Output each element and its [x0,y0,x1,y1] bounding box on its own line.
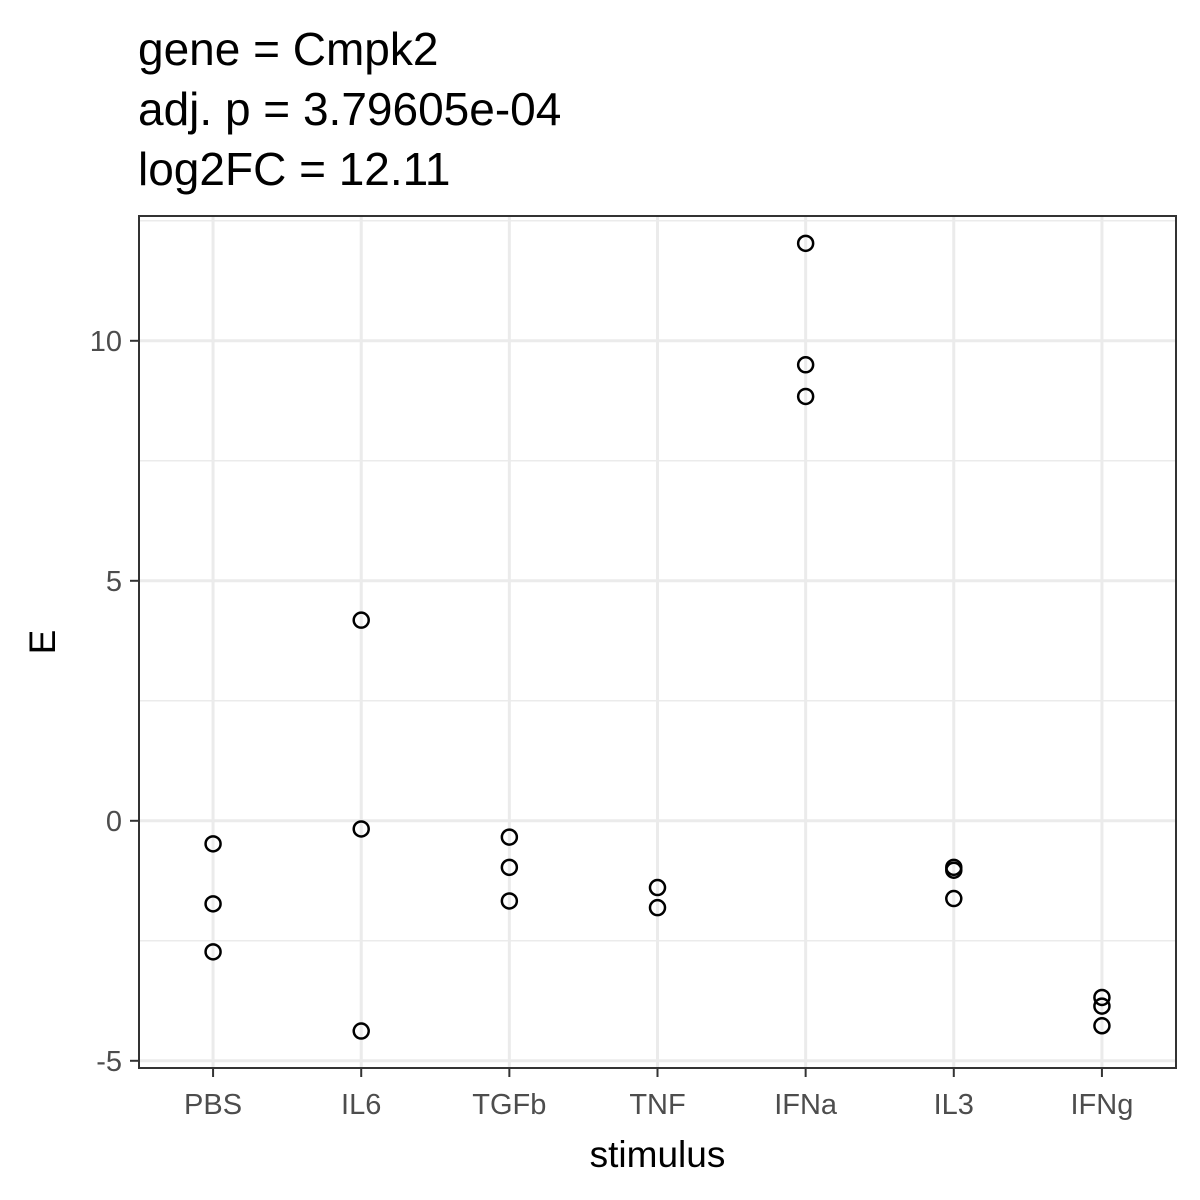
data-point-ifna [796,387,815,406]
data-point-tnf [648,898,667,917]
data-point-il3 [945,889,963,908]
data-point-tgfb [500,828,519,846]
data-point-ifng [1093,997,1111,1015]
x-tick-label: IL6 [341,1089,381,1121]
x-axis-title: stimulus [590,1134,726,1175]
x-tick-label: PBS [184,1089,242,1121]
data-point-tnf [648,878,667,897]
data-point-ifng [1093,1017,1111,1035]
x-tick-label: IFNa [774,1089,838,1121]
data-point-ifna [796,234,815,253]
data-point-pbs [204,943,222,961]
y-axis-title: E [22,630,63,655]
chart-title-line-1: gene = Cmpk2 [138,23,439,75]
data-point-ifng [1093,988,1111,1007]
data-point-il6 [352,1022,370,1040]
y-tick-label: 0 [106,806,122,838]
x-tick-label: IL3 [934,1089,974,1121]
data-point-tgfb [500,858,519,877]
data-point-pbs [204,895,222,913]
y-tick-label: -5 [96,1046,122,1078]
x-tick-label: TNF [629,1089,685,1121]
y-tick-label: 10 [90,326,122,358]
data-point-tgfb [500,892,519,910]
data-point-pbs [204,835,222,853]
x-tick-label: TGFb [472,1089,546,1121]
data-point-il3 [945,861,963,879]
y-tick-label: 5 [106,566,122,598]
data-point-ifna [796,356,815,374]
data-point-il6 [352,820,370,838]
data-point-il6 [352,611,370,629]
chart-title-line-2: adj. p = 3.79605e-04 [138,83,562,135]
chart-title-line-3: log2FC = 12.11 [138,143,451,195]
x-tick-label: IFNg [1071,1089,1134,1121]
